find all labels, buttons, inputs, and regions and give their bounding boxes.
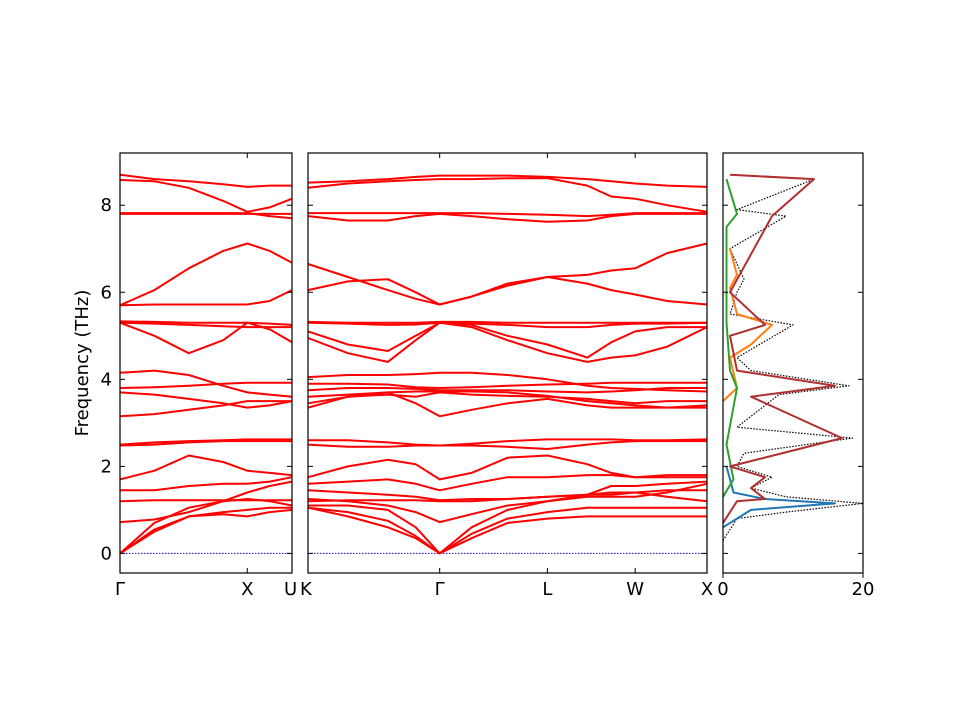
phonon-band-5	[119, 499, 292, 503]
y-tick-label: 4	[101, 369, 112, 390]
y-tick-label: 2	[101, 456, 112, 477]
x-tick-label: K	[300, 579, 313, 600]
phonon-band-6	[120, 476, 293, 492]
phonon-band-23	[307, 212, 707, 223]
phonon-band-11	[119, 391, 293, 409]
phonon-band-20	[120, 212, 293, 220]
phonon-band-22	[119, 173, 292, 188]
phonon-band-21	[119, 179, 293, 213]
x-tick-label: X	[241, 579, 253, 600]
band-structure-segment-1-panel: Γ X U 0 2 4 6 8	[101, 152, 297, 600]
phonon-band-25	[307, 177, 708, 213]
phonon-band-4	[307, 482, 708, 524]
x-tick-label: X	[701, 579, 713, 600]
phonon-band-21	[307, 242, 708, 306]
x-tick-label: 0	[717, 579, 728, 600]
phonon-band-2	[307, 506, 707, 555]
phonon-band-13	[119, 369, 293, 398]
phonon-band-12	[307, 391, 707, 405]
phonon-band-1	[307, 506, 707, 555]
phonon-band-18	[119, 242, 293, 307]
phonon-band-16	[307, 371, 708, 393]
phonon-band-17	[307, 321, 708, 363]
phonon-band-10	[119, 400, 292, 418]
x-tick-label: 20	[852, 579, 875, 600]
phonon-band-18	[307, 321, 707, 359]
y-tick-label: 0	[101, 543, 112, 564]
phonon-band-14	[119, 321, 293, 355]
phonon-band-14	[307, 387, 707, 394]
dos-curve-5	[722, 173, 843, 524]
x-tick-label: U	[284, 579, 297, 600]
phonon-band-10	[308, 438, 708, 447]
phonon-band-13	[307, 390, 707, 409]
y-tick-label: 6	[101, 282, 112, 303]
phonon-band-12	[119, 381, 292, 389]
phonon-band-22	[307, 263, 708, 306]
x-tick-label: L	[542, 579, 552, 600]
y-tick-label: 8	[101, 195, 112, 216]
phonon-band-15	[308, 381, 707, 389]
phonon-band-8	[307, 454, 707, 481]
phonon-band-26	[307, 174, 708, 188]
dos-curve-1	[722, 174, 864, 541]
dos-curve-3	[722, 248, 773, 402]
phonon-band-20	[307, 320, 707, 324]
x-tick-label: W	[626, 579, 644, 600]
partial-density-of-states-panel: 0 20	[717, 152, 875, 600]
x-tick-label: Γ	[115, 579, 125, 600]
phonon-band-2	[119, 508, 293, 555]
panel-frame	[119, 152, 293, 574]
y-axis-label: Frequency (THz)	[72, 290, 93, 437]
phonon-band-17	[119, 289, 293, 307]
x-tick-label: Γ	[435, 579, 445, 600]
panel-frame	[307, 152, 708, 574]
dos-curve-2	[722, 466, 836, 529]
phonon-band-6	[307, 480, 708, 502]
panel-frame	[722, 152, 864, 574]
phonon-band-9	[119, 438, 292, 446]
phonon-band-7	[119, 454, 293, 481]
phonon-band-16	[119, 320, 293, 326]
phonon-band-15	[119, 321, 292, 329]
phonon-band-1	[119, 506, 292, 555]
phonon-band-24	[308, 212, 707, 218]
